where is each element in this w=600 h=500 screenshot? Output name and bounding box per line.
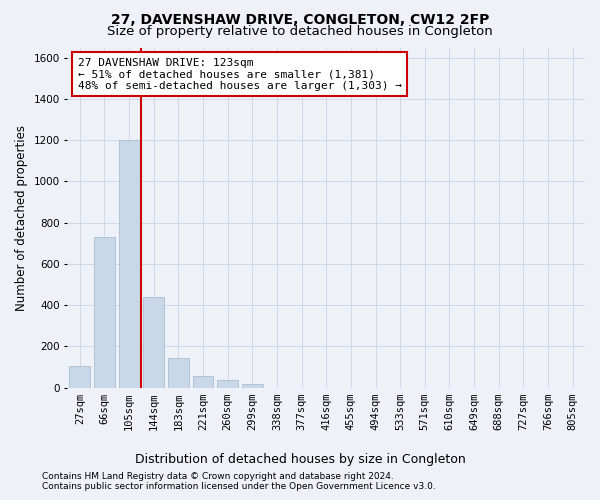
Text: Contains public sector information licensed under the Open Government Licence v3: Contains public sector information licen… [42, 482, 436, 491]
Bar [168, 358, 189, 388]
Bar [69, 366, 90, 388]
Text: 27, DAVENSHAW DRIVE, CONGLETON, CW12 2FP: 27, DAVENSHAW DRIVE, CONGLETON, CW12 2FP [111, 12, 489, 26]
Text: Contains HM Land Registry data © Crown copyright and database right 2024.: Contains HM Land Registry data © Crown c… [42, 472, 394, 481]
Bar [119, 140, 140, 388]
Bar [193, 376, 214, 388]
Bar [242, 384, 263, 388]
Bar [217, 380, 238, 388]
Text: 27 DAVENSHAW DRIVE: 123sqm
← 51% of detached houses are smaller (1,381)
48% of s: 27 DAVENSHAW DRIVE: 123sqm ← 51% of deta… [78, 58, 402, 91]
Text: Distribution of detached houses by size in Congleton: Distribution of detached houses by size … [134, 452, 466, 466]
Text: Size of property relative to detached houses in Congleton: Size of property relative to detached ho… [107, 25, 493, 38]
Bar [94, 237, 115, 388]
Y-axis label: Number of detached properties: Number of detached properties [15, 124, 28, 310]
Bar [143, 297, 164, 388]
